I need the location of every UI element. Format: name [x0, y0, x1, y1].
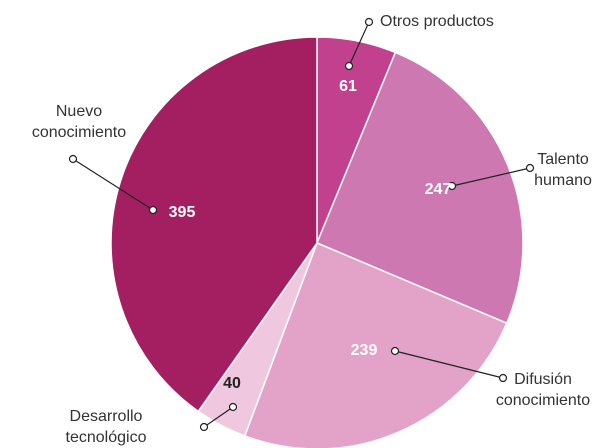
category-label: Desarrollo: [70, 408, 143, 425]
leader-dot: [447, 181, 457, 191]
pie-slice: [243, 242, 508, 448]
category-label: Nuevo: [56, 103, 102, 120]
value-label: 395: [169, 204, 196, 221]
leader-line: [394, 350, 504, 379]
pie-slice: [316, 51, 524, 325]
leader-line: [203, 406, 234, 428]
leader-dot: [148, 205, 158, 215]
leader-line: [451, 167, 531, 187]
value-label: 239: [351, 342, 378, 359]
value-label: 61: [339, 78, 357, 95]
leader-dot: [68, 154, 78, 164]
leader-dot: [228, 402, 238, 412]
pie-slice: [110, 36, 318, 413]
leader-dot: [525, 163, 535, 173]
category-label: Difusión: [514, 371, 572, 388]
category-label: conocimiento: [496, 392, 590, 409]
category-label: Otros productos: [380, 13, 494, 30]
leader-dot: [344, 61, 354, 71]
leader-dot: [390, 346, 400, 356]
leader-dot: [498, 373, 508, 383]
category-label: Talento: [537, 151, 589, 168]
category-label: humano: [534, 172, 592, 189]
category-label: tecnológico: [66, 429, 147, 446]
value-label: 247: [425, 181, 452, 198]
leader-dot: [199, 422, 209, 432]
leader-dot: [364, 17, 374, 27]
value-label: 40: [223, 375, 241, 392]
leader-line: [72, 158, 154, 211]
leader-line: [348, 21, 370, 67]
category-label: conocimiento: [32, 124, 126, 141]
